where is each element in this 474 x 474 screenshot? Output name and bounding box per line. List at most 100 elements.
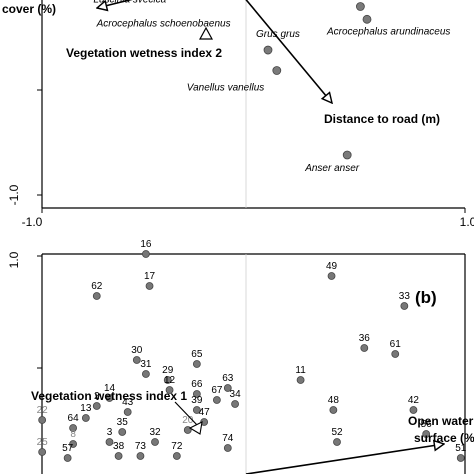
panel-b-site-point — [223, 384, 232, 392]
panel-b-site-label: 62 — [91, 281, 103, 292]
panel-a-vector-label: cover (%) — [2, 2, 56, 16]
panel-b-site-point — [118, 428, 127, 436]
panel-a-vector-road — [245, 0, 332, 103]
panel-b-site-point — [360, 344, 369, 352]
panel-b-site-label: 22 — [37, 405, 49, 416]
panel-b-site-point — [333, 438, 341, 446]
panel-b-site-point — [200, 418, 209, 426]
panel-b-site-label: 34 — [230, 389, 242, 400]
panel-a-species-label: Vanellus vanellus — [187, 83, 264, 94]
panel-b-site-point — [105, 394, 114, 402]
panel-b-site-label: 65 — [191, 349, 203, 360]
panel-b-supplementary-leader — [174, 401, 199, 427]
panel-b-site-point — [141, 370, 150, 378]
panel-b-site-point — [132, 356, 141, 364]
panel-b-site-point — [400, 302, 409, 310]
panel-b-site-label: 63 — [222, 373, 234, 384]
panel-b-site-point — [231, 400, 239, 408]
panel-b-site-point — [114, 452, 123, 460]
panel-b-site-point — [296, 376, 305, 384]
panel-b-vector-open-water — [245, 444, 444, 474]
panel-a-species-label: Acrocephalus schoenobaenus — [96, 19, 231, 30]
panel-b-site-label: 13 — [80, 403, 92, 414]
panel-b-site-point — [192, 360, 201, 368]
panel-b-site-point — [38, 416, 47, 424]
panel-b-site-label: 51 — [455, 443, 467, 454]
panel-b-site-label: 14 — [104, 383, 116, 394]
panel-b-site-label: 31 — [140, 359, 152, 370]
panel-a-y-tick-label: -1.0 — [7, 184, 21, 205]
panel-a-x-tick-label: -1.0 — [22, 215, 43, 229]
panel-a-species-label: Grus grus — [256, 29, 300, 40]
panel-b-site-label: 33 — [399, 291, 411, 302]
panel-a-species-label: Acrocephalus arundinaceus — [326, 26, 450, 37]
panel-b-site-label: 11 — [295, 365, 306, 376]
panel-b-site-label: 49 — [326, 261, 338, 272]
panel-b-site-label: 48 — [328, 395, 340, 406]
panel-b-site-label: 20 — [182, 415, 194, 426]
panel-b-site-point — [391, 350, 400, 358]
panel-a-species-point — [362, 14, 372, 24]
panel-b-site-point — [192, 406, 201, 414]
panel-b-site-label: 43 — [122, 397, 134, 408]
panel-b-site-point — [69, 440, 77, 448]
panel-b-site-point — [151, 438, 159, 446]
panel-b-site-label: 17 — [144, 271, 156, 282]
panel-b-site-point — [163, 376, 172, 384]
panel-b-site-point — [223, 444, 232, 452]
frame-layer — [37, 0, 466, 474]
panel-b-site-point — [409, 406, 418, 414]
panel-b-site-point — [172, 452, 181, 460]
panel-b-site-label: 3 — [107, 427, 113, 438]
panel-a-x-tick-label: 1.0 — [460, 215, 474, 229]
panel-b-site-label: 38 — [113, 441, 125, 452]
panel-b-site-point — [165, 386, 174, 394]
panel-b-site-point — [456, 454, 465, 462]
panel-b-site-label: 74 — [222, 433, 234, 444]
panel-a-species-label: Anser anser — [304, 163, 360, 174]
panel-b-site-point — [92, 292, 101, 300]
panel-b-site-label: 25 — [37, 437, 49, 448]
panel-a-supplementary-label: Vegetation wetness index 2 — [66, 46, 222, 60]
panel-b-site-label: 52 — [331, 427, 343, 438]
panel-b-site-label: 8 — [70, 429, 76, 440]
panel-a-vector-cover — [97, 0, 133, 8]
panel-b-site-label: 36 — [359, 333, 371, 344]
panel-b-site-label: 12 — [164, 375, 176, 386]
panel-b-site-label: 56 — [421, 419, 433, 430]
panel-b-label: (b) — [415, 288, 437, 307]
panel-b-site-point — [81, 414, 90, 422]
panel-b-site-label: 30 — [131, 345, 143, 356]
panel-b-site-label: 67 — [211, 385, 223, 396]
panel-b-y-tick-label: 1.0 — [7, 251, 21, 268]
panel-b-site-label: 35 — [117, 417, 129, 428]
panel-b-site-label: 16 — [140, 239, 152, 250]
panel-b-vector-label: surface (%) — [414, 431, 474, 445]
panel-a-species-label: Locustella luscinioides — [310, 0, 410, 2]
panel-b-site-label: 2 — [94, 391, 100, 402]
panel-b-site-point — [38, 448, 47, 456]
panel-b-vector-label: Open water — [408, 414, 474, 428]
panel-a-species-point — [272, 66, 282, 75]
panel-a: -1.0-1.0 1.0 Luscinia svecica Acrocephalus … — [2, 0, 474, 229]
panel-b-site-label: 32 — [149, 427, 161, 438]
panel-b-supplementary-marker — [188, 421, 203, 435]
panel-b-site-label: 64 — [68, 413, 80, 424]
panel-b-site-label: 42 — [408, 395, 420, 406]
panel-b-site-point — [136, 452, 145, 460]
panel-b-site-label: 29 — [162, 365, 174, 376]
panel-a-species-point — [263, 45, 273, 55]
panel-b-site-label: 39 — [191, 395, 203, 406]
panel-a-vector-label: Distance to road (m) — [324, 112, 440, 126]
panel-b-site-label: 72 — [171, 441, 183, 452]
panel-b-site-point — [212, 396, 221, 404]
panel-b-site-point — [105, 438, 114, 446]
panel-b-site-point — [69, 424, 77, 432]
panel-a-species-point — [355, 2, 365, 11]
panel-a-species-label: Luscinia svecica — [93, 0, 166, 6]
panel-b-site-point — [329, 406, 338, 414]
panel-b-site-label: 66 — [191, 379, 203, 390]
panel-b-site-point — [141, 250, 150, 258]
